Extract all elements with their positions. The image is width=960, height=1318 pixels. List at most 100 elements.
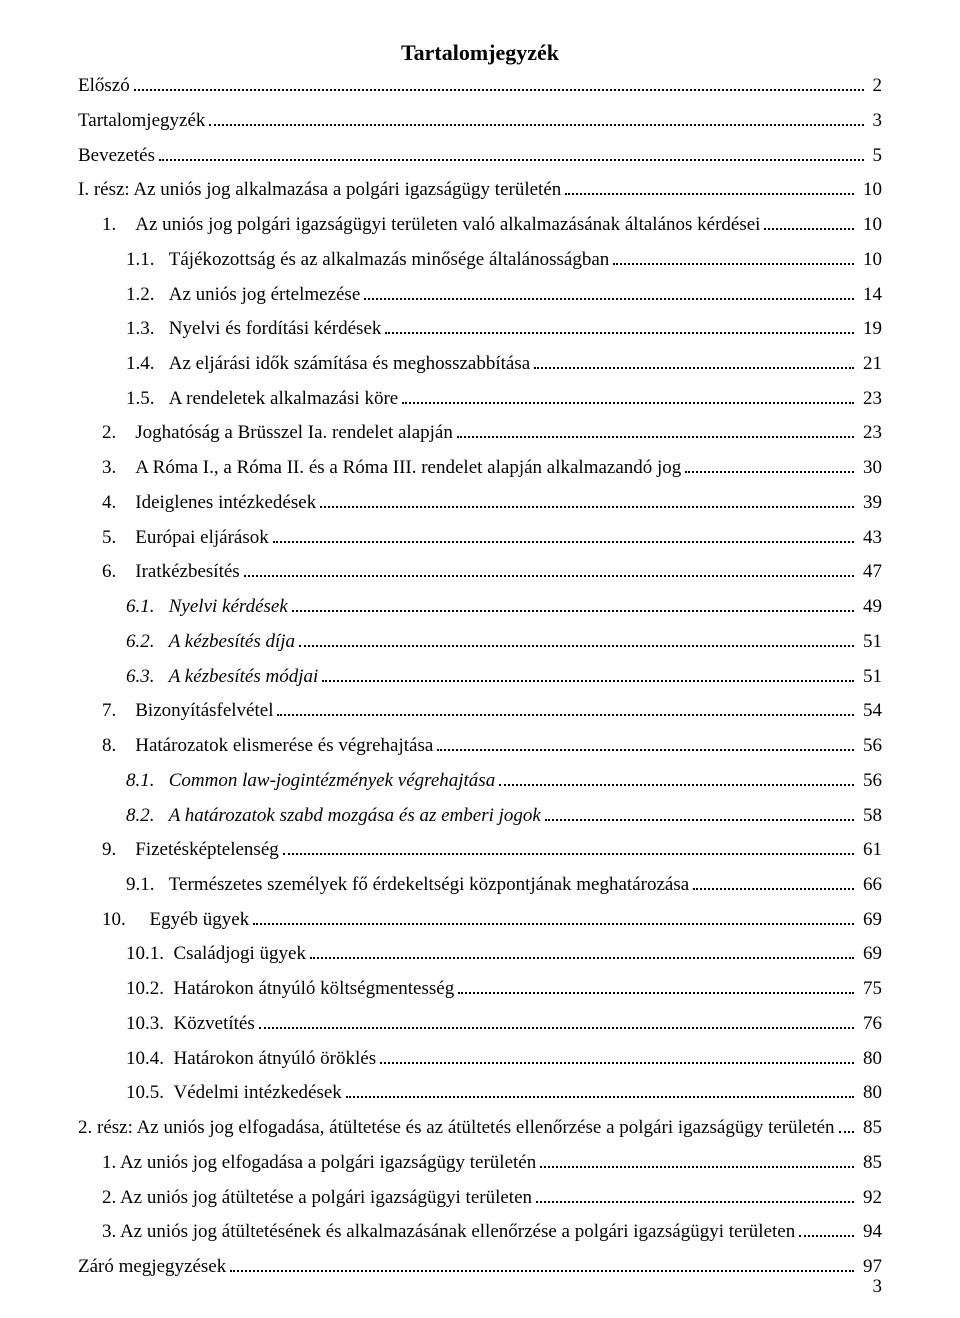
dot-leader: [693, 871, 854, 890]
entry-number: 6.2.: [126, 629, 169, 655]
toc-entry: 8.1. Common law-jogintézmények végrehajt…: [78, 767, 882, 794]
entry-number: 6.3.: [126, 664, 169, 690]
toc-entry: 2. Joghatóság a Brüsszel Ia. rendelet al…: [78, 419, 882, 446]
entry-label: 2. Az uniós jog átültetése a polgári iga…: [102, 1185, 532, 1211]
entry-number: 8.: [102, 733, 135, 759]
entry-number: 1.3.: [126, 316, 169, 342]
toc-entry: 6. Iratkézbesítés 47: [78, 558, 882, 585]
entry-page: 56: [858, 733, 882, 759]
entry-number: 8.1.: [126, 768, 169, 794]
entry-label: Nyelvi és fordítási kérdések: [169, 316, 382, 342]
entry-number: 10.5.: [126, 1080, 174, 1106]
entry-page: 76: [858, 1011, 882, 1037]
toc-entry: 10.5. Védelmi intézkedések 80: [78, 1079, 882, 1106]
entry-number: 10.: [102, 907, 150, 933]
entry-label: 2. rész: Az uniós jog elfogadása, átülte…: [78, 1115, 835, 1141]
entry-page: 58: [858, 803, 882, 829]
dot-leader: [273, 524, 855, 543]
toc-entry: 5. Európai eljárások 43: [78, 524, 882, 551]
toc-entry: Tartalomjegyzék 3: [78, 107, 882, 134]
toc-entry: 10. Egyéb ügyek 69: [78, 906, 882, 933]
toc-entry: 1.2. Az uniós jog értelmezése 14: [78, 280, 882, 307]
entry-page: 69: [858, 941, 882, 967]
toc-entry: 3. Az uniós jog átültetésének és alkalma…: [78, 1218, 882, 1245]
entry-label: Bevezetés: [78, 143, 155, 169]
entry-page: 66: [858, 872, 882, 898]
entry-page: 80: [858, 1080, 882, 1106]
toc-entry: 9.1. Természetes személyek fő érdekeltsé…: [78, 871, 882, 898]
entry-label: A határozatok szabd mozgása és az emberi…: [169, 803, 541, 829]
dot-leader: [244, 558, 855, 577]
entry-page: 75: [858, 976, 882, 1002]
entry-page: 14: [858, 282, 882, 308]
dot-leader: [320, 489, 854, 508]
entry-label: Záró megjegyzések: [78, 1254, 226, 1280]
entry-number: 10.1.: [126, 941, 174, 967]
entry-page: 49: [858, 594, 882, 620]
entry-number: 1.: [102, 212, 135, 238]
dot-leader: [685, 454, 854, 473]
dot-leader: [799, 1218, 854, 1237]
entry-page: 92: [858, 1185, 882, 1211]
dot-leader: [839, 1114, 855, 1133]
entry-number: 8.2.: [126, 803, 169, 829]
dot-leader: [499, 767, 854, 786]
dot-leader: [565, 176, 854, 195]
dot-leader: [209, 107, 863, 126]
entry-label: 3. Az uniós jog átültetésének és alkalma…: [102, 1219, 795, 1245]
toc-entry: 6.2. A kézbesítés díja 51: [78, 628, 882, 655]
entry-number: 3.: [102, 455, 135, 481]
entry-label: 1. Az uniós jog elfogadása a polgári iga…: [102, 1150, 536, 1176]
entry-label: Természetes személyek fő érdekeltségi kö…: [169, 872, 689, 898]
entry-page: 23: [858, 420, 882, 446]
dot-leader: [364, 280, 854, 299]
toc-title: Tartalomjegyzék: [78, 40, 882, 66]
dot-leader: [458, 975, 854, 994]
entry-label: Joghatóság a Brüsszel Ia. rendelet alapj…: [135, 420, 453, 446]
entry-page: 69: [858, 907, 882, 933]
entry-page: 10: [858, 212, 882, 238]
toc-entry: 3. A Róma I., a Róma II. és a Róma III. …: [78, 454, 882, 481]
toc-entry: 1. Az uniós jog polgári igazságügyi terü…: [78, 211, 882, 238]
dot-leader: [545, 801, 854, 820]
entry-page: 5: [868, 143, 882, 169]
toc-entry: 6.1. Nyelvi kérdések 49: [78, 593, 882, 620]
toc-entry: 2. rész: Az uniós jog elfogadása, átülte…: [78, 1114, 882, 1141]
entry-page: 61: [858, 837, 882, 863]
entry-page: 43: [858, 525, 882, 551]
dot-leader: [299, 628, 854, 647]
entry-page: 19: [858, 316, 882, 342]
dot-leader: [402, 385, 854, 404]
toc-entry: 2. Az uniós jog átültetése a polgári iga…: [78, 1184, 882, 1211]
dot-leader: [385, 315, 854, 334]
dot-leader: [292, 593, 854, 612]
entry-label: Határozatok elismerése és végrehajtása: [135, 733, 433, 759]
toc-entry: I. rész: Az uniós jog alkalmazása a polg…: [78, 176, 882, 203]
entry-label: Egyéb ügyek: [150, 907, 250, 933]
entry-label: Határokon átnyúló költségmentesség: [174, 976, 455, 1002]
entry-label: I. rész: Az uniós jog alkalmazása a polg…: [78, 177, 561, 203]
entry-page: 23: [858, 386, 882, 412]
entry-label: Európai eljárások: [135, 525, 268, 551]
entry-number: 5.: [102, 525, 135, 551]
dot-leader: [457, 419, 854, 438]
entry-label: Nyelvi kérdések: [169, 594, 288, 620]
entry-label: Családjogi ügyek: [174, 941, 306, 967]
entry-label: Iratkézbesítés: [135, 559, 239, 585]
entry-page: 39: [858, 490, 882, 516]
dot-leader: [134, 72, 864, 91]
entry-number: 9.: [102, 837, 135, 863]
entry-number: 7.: [102, 698, 135, 724]
entry-page: 2: [868, 73, 882, 99]
toc-entry: Bevezetés 5: [78, 141, 882, 168]
toc-entry: 10.2. Határokon átnyúló költségmentesség…: [78, 975, 882, 1002]
entry-label: Ideiglenes intézkedések: [135, 490, 316, 516]
entry-number: 1.1.: [126, 247, 169, 273]
entry-number: 10.2.: [126, 976, 174, 1002]
toc-entry: 4. Ideiglenes intézkedések 39: [78, 489, 882, 516]
dot-leader: [159, 141, 864, 160]
entry-label: Az eljárási idők számítása és meghosszab…: [169, 351, 530, 377]
dot-leader: [534, 350, 854, 369]
entry-label: A rendeletek alkalmazási köre: [169, 386, 398, 412]
dot-leader: [277, 697, 854, 716]
